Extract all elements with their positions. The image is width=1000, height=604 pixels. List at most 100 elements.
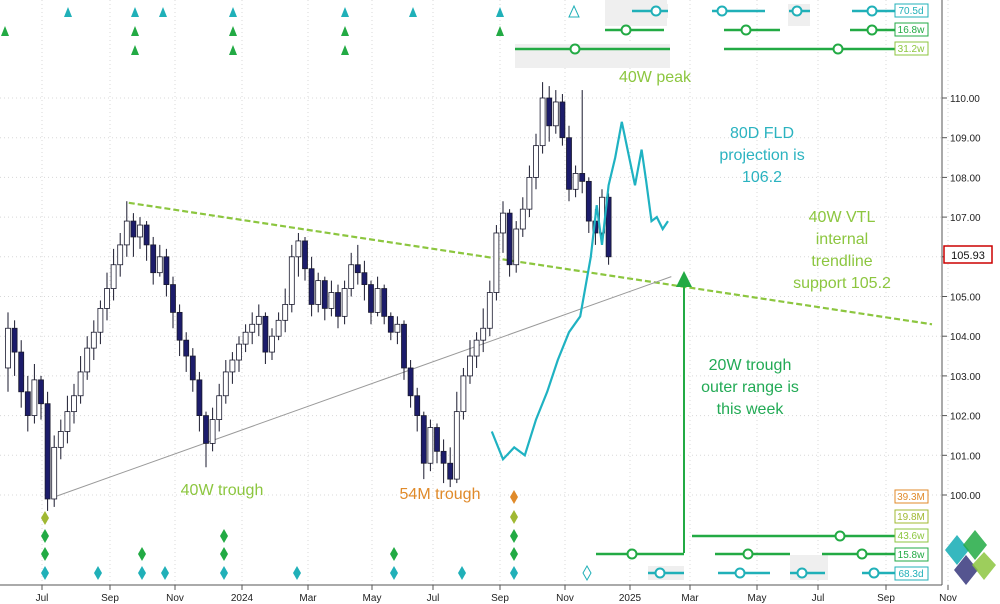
candle-body (335, 292, 341, 317)
cycle-triangle-green (229, 26, 237, 36)
candle-body (57, 431, 64, 448)
cycle-range-circle (734, 567, 746, 579)
candle-body (572, 173, 579, 190)
candle-body (493, 232, 500, 293)
cycle-label-43-6w: 43.6w (898, 531, 925, 542)
annotation-40w-trough: 40W trough (181, 482, 264, 499)
candle-body (18, 351, 25, 393)
last-price-label: 105.93 (951, 250, 985, 262)
cycle-range-circle (866, 24, 878, 36)
cycle-range-circle (626, 548, 638, 560)
cycle-triangle-teal (229, 7, 237, 17)
fld-line (490, 121, 669, 462)
candle-body (77, 371, 84, 397)
candle-body (255, 315, 262, 325)
x-tick-label: Mar (681, 593, 699, 604)
cycle-label-68-3d: 68.3d (898, 569, 923, 580)
cycle-range-circle (742, 548, 754, 560)
candle-body (519, 208, 526, 230)
candle-body (71, 395, 77, 413)
candle-body (539, 97, 546, 147)
cycle-diamond-teal (293, 566, 301, 580)
candle-body (566, 137, 572, 190)
candle-body (104, 288, 110, 309)
last-price-box (943, 245, 993, 264)
annotation-54m-trough: 54M trough (400, 486, 481, 503)
candle-body (176, 311, 183, 341)
candle-body (328, 292, 335, 309)
cycle-range-circle (620, 24, 632, 36)
candle-body (526, 176, 533, 210)
candle-body (44, 403, 51, 500)
cycle-window (515, 44, 670, 68)
x-tick-label: Nov (166, 593, 184, 604)
cycle-diamond-outline (582, 564, 592, 582)
candle-body (440, 450, 447, 464)
annotation-20w-line-3: this week (717, 401, 785, 418)
candle-body (203, 415, 209, 444)
cycle-diamond-green (41, 529, 49, 543)
y-tick-label: 105.00 (950, 293, 981, 304)
candle-body (533, 145, 539, 178)
annotation-20w-line-2: outer range is (701, 379, 799, 396)
cycle-triangle-green (496, 26, 504, 36)
candle-body (64, 411, 71, 432)
cycle-diamond-teal (161, 566, 169, 580)
candle-body (150, 244, 157, 274)
annotation-vtl-line-4: support 105.2 (793, 275, 891, 292)
candle-body (38, 379, 44, 405)
y-tick-label: 107.00 (950, 213, 981, 224)
candle-body (486, 292, 493, 329)
x-tick-label: Sep (877, 593, 895, 604)
cycle-triangle-teal (159, 7, 167, 17)
candle-body (123, 220, 130, 246)
candle-body (282, 304, 289, 321)
candle-body (24, 391, 31, 416)
candle-body (341, 288, 348, 317)
cycle-diamond-teal (510, 566, 518, 580)
cycle-diamond-green (220, 529, 228, 543)
candle-body (401, 323, 407, 369)
candle-body (321, 280, 328, 309)
cycle-range-circle (654, 567, 666, 579)
x-tick-label: Sep (491, 593, 509, 604)
fld-series-line (490, 121, 669, 462)
cycle-triangle-green (1, 26, 9, 36)
candle-body (11, 327, 18, 353)
cycle-diamond-orange (510, 490, 518, 504)
candle-body (275, 319, 282, 337)
candle-body (315, 280, 322, 305)
cycle-diamond-olive (41, 511, 49, 525)
cycle-window (790, 555, 828, 580)
cycle-diamond-teal (220, 566, 228, 580)
candle-body (361, 272, 368, 285)
annotation-40w-peak: 40W peak (619, 69, 692, 86)
bottom-cycle-labels: 39.3M 19.8M 43.6w 15.8w 68.3d (894, 489, 929, 581)
cycle-range-circle (569, 43, 581, 55)
cycle-triangle-teal (341, 7, 349, 17)
candle-body (434, 427, 440, 452)
candle-body (295, 240, 302, 258)
cycle-diamond-green (510, 529, 518, 543)
annotation-vtl-line-1: 40W VTL (809, 209, 876, 226)
candle-body (420, 415, 427, 464)
cycle-diamond-teal (94, 566, 102, 580)
candle-body (605, 196, 612, 258)
cycle-label-16-8w: 16.8w (898, 25, 925, 36)
cycle-range-circle (856, 548, 868, 560)
candle-body (460, 375, 467, 413)
cycle-range-circle (832, 43, 844, 55)
candle-body (229, 359, 236, 373)
candle-body (414, 395, 421, 417)
cycle-range-circle (796, 567, 808, 579)
trendlines (54, 201, 933, 498)
candle-body (5, 327, 11, 369)
cycle-triangle-green (131, 45, 139, 55)
candle-body (170, 284, 176, 313)
x-tick-label: Jul (36, 593, 49, 604)
cycle-label-19-8m: 19.8M (897, 512, 925, 523)
x-tick-label: Mar (299, 593, 317, 604)
candle-body (467, 355, 473, 377)
candle-body (269, 335, 275, 353)
